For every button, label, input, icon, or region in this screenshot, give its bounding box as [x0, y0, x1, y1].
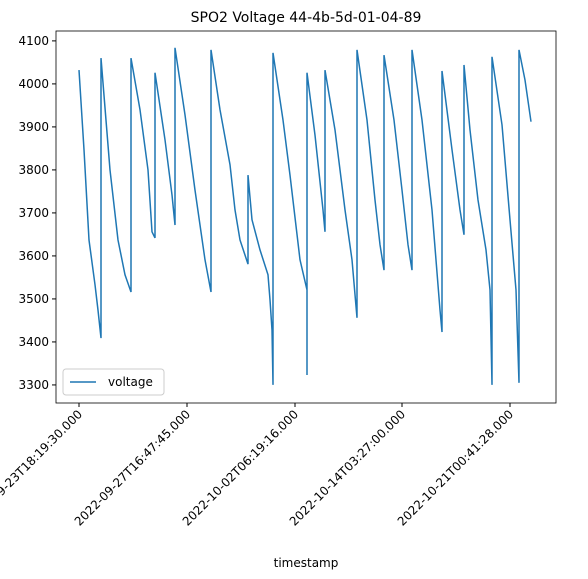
x-tick-label: 2022-09-23T18:19:30.000 [0, 407, 85, 528]
chart-title: SPO2 Voltage 44-4b-5d-01-04-89 [191, 10, 422, 26]
y-tick-label: 3600 [18, 249, 49, 263]
y-tick-label: 3300 [18, 378, 49, 392]
y-tick-label: 3800 [18, 163, 49, 177]
x-axis-label: timestamp [274, 556, 339, 570]
y-tick-label: 3700 [18, 206, 49, 220]
y-tick-label: 3900 [18, 120, 49, 134]
line-series [78, 47, 532, 385]
legend-box [62, 368, 165, 396]
plot-frame [55, 30, 557, 404]
y-tick-label: 3400 [18, 335, 49, 349]
x-tick-label: 2022-09-27T16:47:45.000 [72, 407, 193, 528]
y-tick-label: 4000 [18, 77, 49, 91]
x-tick-label: 2022-10-14T03:27:00.000 [287, 407, 408, 528]
y-tick-label: 4100 [18, 34, 49, 48]
y-tick-label: 3500 [18, 292, 49, 306]
x-tick-label: 2022-10-21T00:41:28.000 [395, 407, 516, 528]
legend-label: voltage [108, 375, 153, 389]
x-tick-label: 2022-10-02T06:19:16.000 [180, 407, 301, 528]
